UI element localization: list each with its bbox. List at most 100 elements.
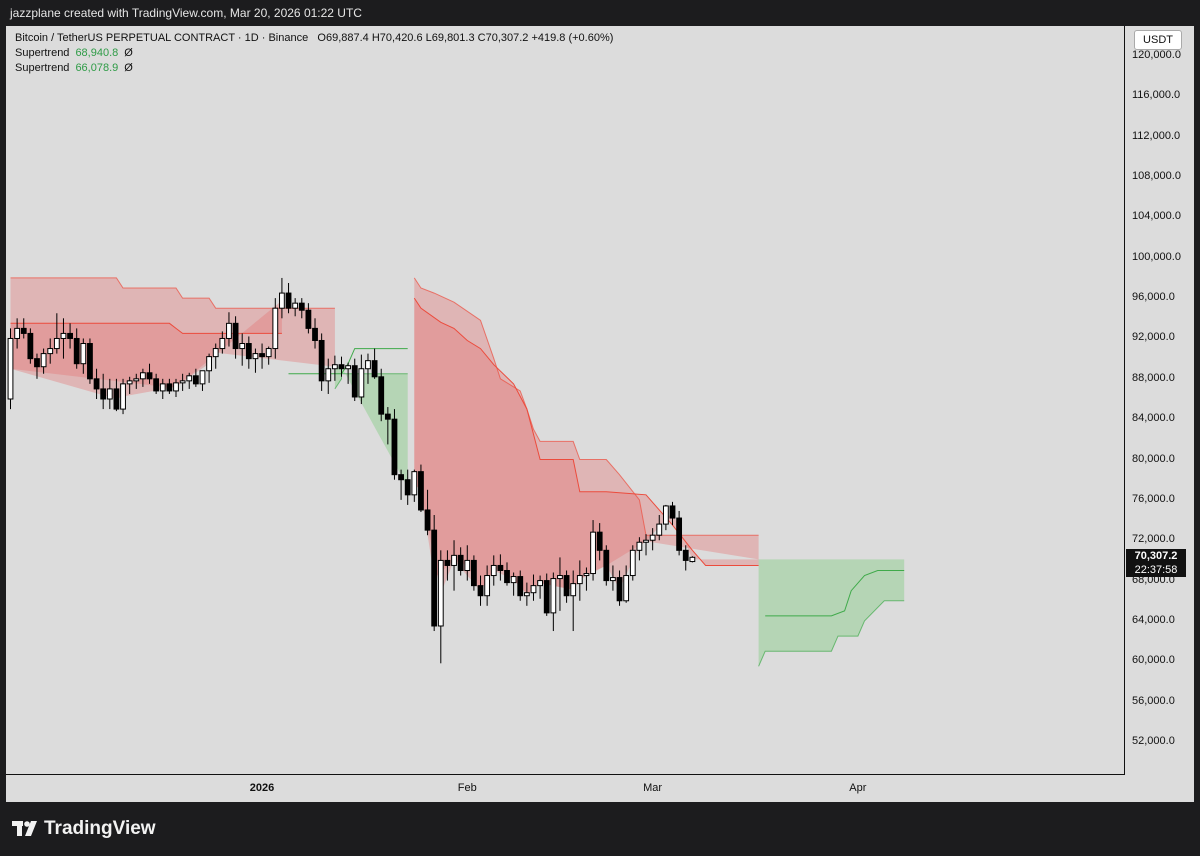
candle-body	[484, 575, 491, 597]
y-tick-label: 100,000.0	[1132, 250, 1181, 263]
candle-body	[153, 378, 160, 392]
candle-body	[404, 479, 411, 496]
symbol-name[interactable]: Bitcoin / TetherUS PERPETUAL CONTRACT · …	[15, 32, 309, 44]
y-tick-label: 64,000.0	[1132, 613, 1175, 626]
supertrend-2-row[interactable]: Supertrend 66,078.9 Ø	[15, 61, 613, 76]
candle-body	[649, 534, 656, 541]
candle-body	[550, 578, 557, 614]
candle-body	[100, 388, 107, 400]
candle-body	[563, 575, 570, 597]
candle-body	[504, 570, 510, 584]
candle-body	[285, 292, 292, 309]
candle-body	[226, 322, 232, 339]
candle-body	[623, 575, 630, 602]
y-tick-label: 96,000.0	[1132, 291, 1175, 304]
y-tick-label: 108,000.0	[1132, 170, 1181, 183]
supertrend-outer-down-fill-2	[414, 277, 759, 595]
candle-body	[140, 372, 146, 380]
candle-body	[159, 383, 166, 392]
candle-body	[537, 580, 544, 587]
candle-body	[298, 302, 305, 311]
y-tick-label: 56,000.0	[1132, 694, 1175, 707]
candle-body	[232, 322, 239, 350]
candle-body	[437, 559, 444, 627]
candle-body	[477, 585, 484, 597]
candle-body	[34, 358, 40, 368]
y-tick-label: 88,000.0	[1132, 371, 1175, 384]
candle-body	[192, 375, 199, 385]
candle-body	[212, 348, 219, 358]
x-tick-label: 2026	[249, 782, 275, 794]
candle-body	[530, 585, 537, 594]
candle-body	[351, 365, 358, 398]
candle-body	[517, 576, 524, 597]
supertrend-1-row[interactable]: Supertrend 68,940.8 Ø	[15, 46, 613, 61]
candle-body	[384, 413, 391, 420]
candle-body	[305, 309, 312, 329]
candle-body	[669, 505, 676, 519]
supertrend-outer-up-line-2	[758, 600, 905, 667]
header-attribution: jazzplane created with TradingView.com, …	[10, 6, 362, 20]
candle-body	[451, 554, 457, 566]
tradingview-logo-icon	[12, 821, 37, 836]
supertrend-inner-down-fill	[10, 300, 282, 388]
candle-body	[279, 292, 285, 309]
candle-body	[689, 556, 696, 563]
y-tick-label: 84,000.0	[1132, 412, 1175, 425]
candle-body	[603, 549, 610, 582]
candle-body	[120, 383, 126, 410]
candle-body	[497, 564, 504, 571]
candle-body	[616, 577, 623, 602]
candle-body	[60, 332, 67, 339]
y-tick-label: 92,000.0	[1132, 331, 1175, 344]
candle-body	[126, 380, 133, 385]
candle-body	[93, 378, 100, 390]
candle-body	[53, 337, 60, 350]
candle-body	[331, 364, 338, 370]
last-price-value: 70,307.2	[1134, 550, 1178, 562]
candle-body	[67, 332, 73, 339]
brand-name: TradingView	[44, 818, 156, 839]
candle-body	[252, 353, 259, 360]
candle-body	[676, 517, 683, 551]
candle-body	[471, 559, 477, 587]
candle-body	[7, 337, 14, 400]
y-tick-label: 116,000.0	[1132, 89, 1181, 102]
candle-body	[80, 343, 87, 365]
candle-body	[14, 327, 21, 339]
candle-body	[113, 388, 120, 410]
candle-body	[543, 580, 550, 614]
candle-body	[431, 529, 438, 627]
candle-body	[378, 376, 385, 415]
symbol-row: Bitcoin / TetherUS PERPETUAL CONTRACT · …	[15, 31, 613, 46]
candle-body	[312, 327, 318, 341]
candle-body	[40, 353, 47, 368]
candle-body	[106, 388, 113, 400]
x-tick-label: Mar	[643, 782, 663, 794]
bar-countdown: 22:37:58	[1134, 564, 1178, 576]
y-tick-label: 120,000.0	[1132, 49, 1181, 61]
chart-frame[interactable]: Bitcoin / TetherUS PERPETUAL CONTRACT · …	[6, 26, 1194, 802]
candle-body	[371, 360, 378, 378]
supertrend-outer-up-fill	[334, 366, 408, 488]
candle-body	[338, 364, 345, 370]
candle-body	[424, 509, 431, 531]
supertrend-outer-down-line	[10, 277, 335, 309]
candle-body	[418, 471, 424, 511]
supertrend-1-label: Supertrend	[15, 47, 70, 59]
currency-button[interactable]: USDT	[1134, 30, 1182, 50]
y-tick-label: 72,000.0	[1132, 533, 1175, 546]
chart-canvas[interactable]	[6, 26, 1194, 802]
candle-body	[87, 343, 93, 380]
footer-bar: TradingView	[0, 802, 1200, 856]
candle-body	[557, 575, 563, 580]
candle-body	[457, 554, 464, 572]
candle-body	[464, 559, 471, 571]
candle-body	[643, 539, 649, 543]
candle-body	[656, 523, 663, 536]
candle-body	[358, 368, 365, 398]
plot-area[interactable]	[6, 26, 1125, 775]
candle-body	[636, 541, 643, 551]
y-tick-label: 112,000.0	[1132, 129, 1181, 142]
supertrend-inner-down-line	[10, 322, 282, 334]
